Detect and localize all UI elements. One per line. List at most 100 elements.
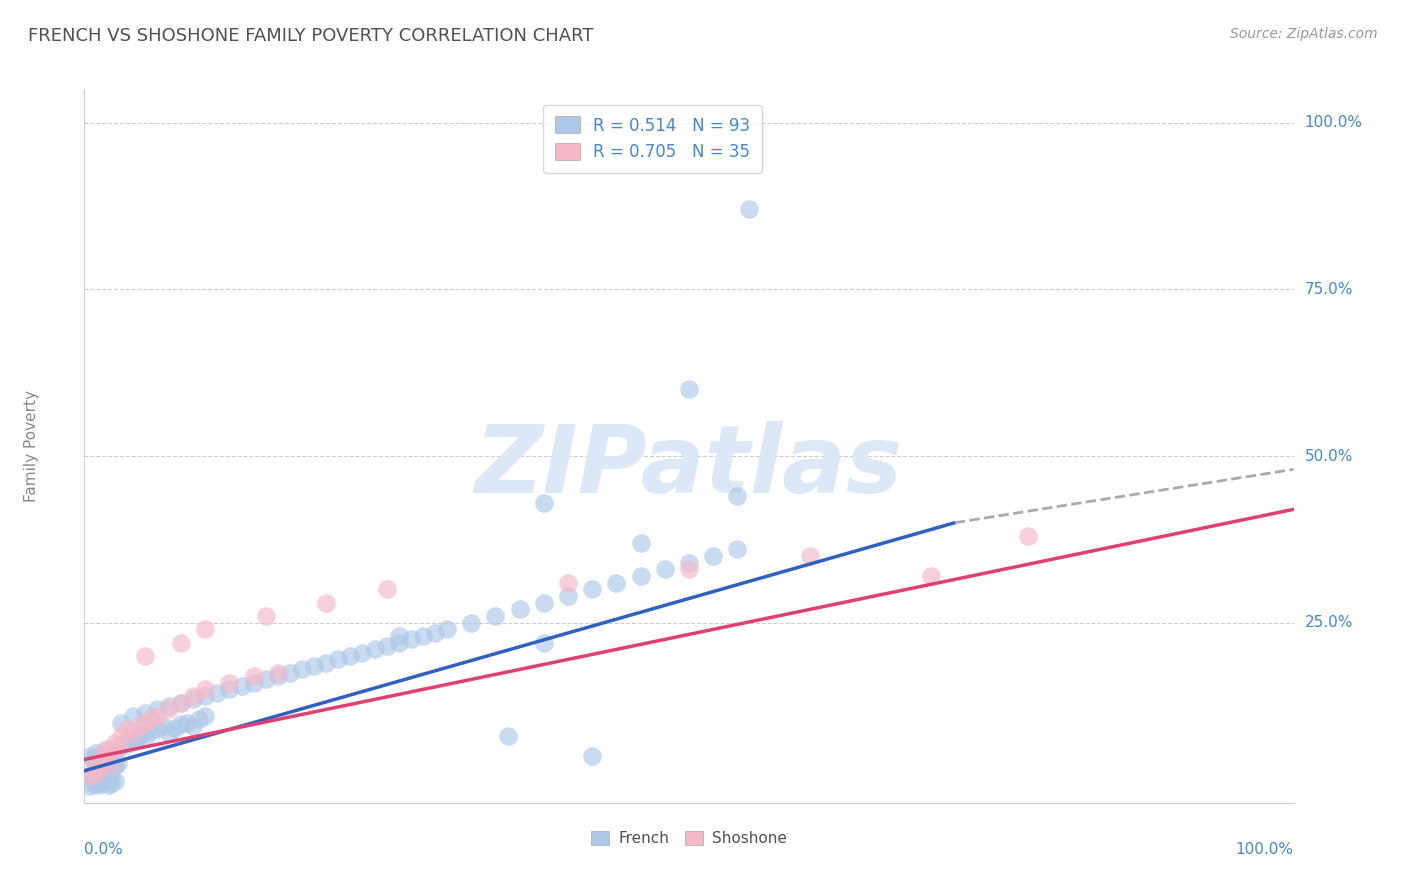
Point <box>139 723 162 738</box>
Point <box>254 609 277 624</box>
Text: Family Poverty: Family Poverty <box>24 390 39 502</box>
Point <box>678 382 700 396</box>
Point <box>194 689 217 703</box>
Point <box>121 725 143 739</box>
Point <box>375 639 398 653</box>
Point <box>134 731 156 745</box>
Point <box>920 569 942 583</box>
Point <box>557 575 579 590</box>
Point <box>91 749 114 764</box>
Point <box>104 773 127 788</box>
Point <box>86 746 108 760</box>
Point <box>83 765 105 780</box>
Text: Source: ZipAtlas.com: Source: ZipAtlas.com <box>1230 27 1378 41</box>
Text: 100.0%: 100.0% <box>1236 842 1294 856</box>
Point <box>86 763 108 777</box>
Text: 25.0%: 25.0% <box>1305 615 1353 631</box>
Point <box>93 764 115 778</box>
Point <box>107 756 129 770</box>
Point <box>484 609 506 624</box>
Text: 50.0%: 50.0% <box>1305 449 1353 464</box>
Point <box>157 699 180 714</box>
Point <box>128 719 150 733</box>
Point <box>315 596 337 610</box>
Point <box>86 776 108 790</box>
Text: ZIPatlas: ZIPatlas <box>475 421 903 514</box>
Point <box>79 769 101 783</box>
Point <box>460 615 482 630</box>
Point <box>170 717 193 731</box>
Point <box>557 589 579 603</box>
Point <box>581 749 603 764</box>
Point <box>79 769 101 783</box>
Point <box>702 549 724 563</box>
Point <box>82 752 104 766</box>
Point <box>678 562 700 576</box>
Point <box>242 675 264 690</box>
Point <box>218 675 240 690</box>
Point <box>104 736 127 750</box>
Point <box>87 779 110 793</box>
Point <box>96 772 118 787</box>
Point <box>121 709 143 723</box>
Point <box>388 629 411 643</box>
Point <box>254 673 277 687</box>
Point <box>207 686 229 700</box>
Point <box>79 779 101 793</box>
Point <box>509 602 531 616</box>
Point <box>91 776 114 790</box>
Point <box>678 556 700 570</box>
Point <box>115 723 138 737</box>
Point <box>128 729 150 743</box>
Point <box>146 723 169 737</box>
Point <box>83 777 105 791</box>
Point <box>231 679 253 693</box>
Point <box>134 706 156 720</box>
Text: 100.0%: 100.0% <box>1305 115 1362 130</box>
Point <box>630 569 652 583</box>
Point <box>146 702 169 716</box>
Point <box>496 729 519 743</box>
Point <box>110 739 132 753</box>
Point <box>157 725 180 739</box>
Point <box>423 625 446 640</box>
Point <box>339 649 361 664</box>
Point <box>267 665 290 680</box>
Point <box>79 749 101 764</box>
Point <box>94 744 117 758</box>
Point <box>134 715 156 730</box>
Point <box>242 669 264 683</box>
Point <box>110 729 132 743</box>
Point <box>194 623 217 637</box>
Point <box>86 765 108 780</box>
Point <box>87 756 110 770</box>
Point <box>181 692 204 706</box>
Point <box>170 696 193 710</box>
Point <box>110 715 132 730</box>
Point <box>654 562 676 576</box>
Point <box>278 665 301 680</box>
Point <box>302 659 325 673</box>
Point <box>87 750 110 764</box>
Point <box>630 535 652 549</box>
Point <box>104 759 127 773</box>
Point <box>170 696 193 710</box>
Point <box>799 549 821 563</box>
Point <box>725 489 748 503</box>
Point <box>194 709 217 723</box>
Text: FRENCH VS SHOSHONE FAMILY POVERTY CORRELATION CHART: FRENCH VS SHOSHONE FAMILY POVERTY CORREL… <box>28 27 593 45</box>
Point <box>100 776 122 790</box>
Point <box>134 649 156 664</box>
Point <box>107 739 129 753</box>
Text: 75.0%: 75.0% <box>1305 282 1353 297</box>
Point <box>218 682 240 697</box>
Point <box>725 542 748 557</box>
Point <box>181 719 204 733</box>
Point <box>112 736 135 750</box>
Point <box>363 642 385 657</box>
Point <box>533 636 555 650</box>
Point <box>388 636 411 650</box>
Point <box>97 778 120 792</box>
Point <box>533 596 555 610</box>
Point <box>181 689 204 703</box>
